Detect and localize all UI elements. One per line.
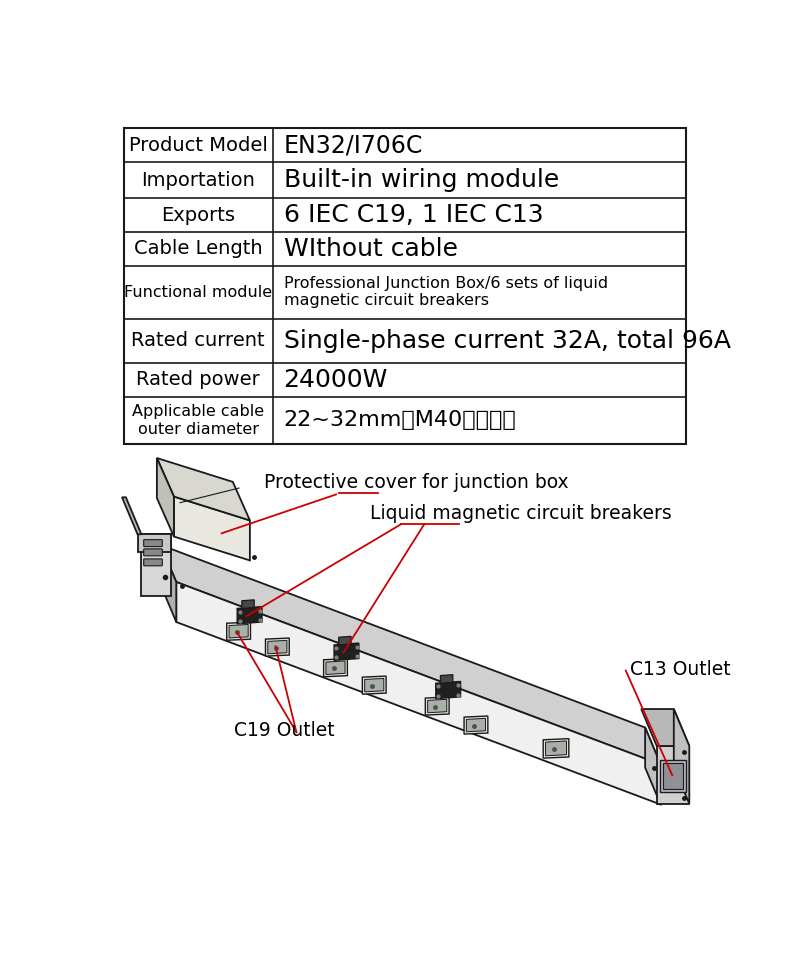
Polygon shape bbox=[265, 638, 289, 656]
Text: C13 Outlet: C13 Outlet bbox=[630, 660, 730, 678]
Polygon shape bbox=[441, 674, 453, 683]
Text: Functional module: Functional module bbox=[124, 285, 273, 300]
Polygon shape bbox=[339, 636, 351, 645]
Text: Liquid magnetic circuit breakers: Liquid magnetic circuit breakers bbox=[371, 503, 672, 522]
Polygon shape bbox=[334, 643, 359, 660]
Bar bbox=[123, 129, 687, 444]
Polygon shape bbox=[137, 534, 171, 552]
Polygon shape bbox=[268, 641, 287, 654]
Text: Product Model: Product Model bbox=[129, 136, 268, 155]
Polygon shape bbox=[546, 741, 566, 755]
Polygon shape bbox=[237, 606, 262, 624]
Polygon shape bbox=[326, 661, 345, 674]
Polygon shape bbox=[427, 699, 447, 712]
Text: 22~32mm（M40格兰头）: 22~32mm（M40格兰头） bbox=[284, 411, 516, 431]
Polygon shape bbox=[229, 625, 248, 638]
Polygon shape bbox=[227, 622, 250, 640]
Text: Exports: Exports bbox=[161, 205, 235, 224]
Polygon shape bbox=[464, 716, 488, 734]
Polygon shape bbox=[544, 738, 569, 758]
Polygon shape bbox=[160, 545, 660, 765]
Polygon shape bbox=[324, 659, 348, 677]
Text: Single-phase current 32A, total 96A: Single-phase current 32A, total 96A bbox=[284, 329, 731, 352]
Text: EN32/I706C: EN32/I706C bbox=[284, 134, 423, 158]
Polygon shape bbox=[176, 582, 660, 804]
Polygon shape bbox=[663, 763, 683, 789]
Polygon shape bbox=[157, 458, 174, 537]
Polygon shape bbox=[641, 709, 690, 746]
Polygon shape bbox=[660, 760, 687, 793]
Polygon shape bbox=[466, 718, 486, 732]
FancyBboxPatch shape bbox=[144, 540, 162, 546]
Text: Protective cover for junction box: Protective cover for junction box bbox=[264, 473, 569, 492]
FancyBboxPatch shape bbox=[144, 559, 162, 565]
Polygon shape bbox=[122, 498, 141, 534]
FancyBboxPatch shape bbox=[144, 549, 162, 556]
Text: Applicable cable
outer diameter: Applicable cable outer diameter bbox=[132, 404, 264, 436]
Polygon shape bbox=[645, 728, 660, 804]
Polygon shape bbox=[656, 746, 690, 804]
Text: Built-in wiring module: Built-in wiring module bbox=[284, 168, 559, 192]
Text: Importation: Importation bbox=[141, 171, 255, 190]
Text: Rated power: Rated power bbox=[136, 371, 260, 389]
Text: Professional Junction Box/6 sets of liquid
magnetic circuit breakers: Professional Junction Box/6 sets of liqu… bbox=[284, 276, 608, 308]
Text: C19 Outlet: C19 Outlet bbox=[235, 721, 335, 740]
Polygon shape bbox=[365, 678, 384, 691]
Polygon shape bbox=[157, 458, 250, 520]
Text: 24000W: 24000W bbox=[284, 368, 388, 392]
Text: Cable Length: Cable Length bbox=[134, 240, 262, 259]
Polygon shape bbox=[242, 600, 254, 608]
Polygon shape bbox=[160, 545, 176, 622]
Polygon shape bbox=[425, 697, 449, 715]
Polygon shape bbox=[363, 676, 386, 694]
Text: WIthout cable: WIthout cable bbox=[284, 237, 457, 261]
Polygon shape bbox=[436, 682, 461, 699]
Polygon shape bbox=[174, 497, 250, 561]
Text: 6 IEC C19, 1 IEC C13: 6 IEC C19, 1 IEC C13 bbox=[284, 203, 544, 227]
Polygon shape bbox=[674, 709, 690, 804]
Polygon shape bbox=[141, 534, 171, 596]
Text: Rated current: Rated current bbox=[131, 331, 265, 350]
